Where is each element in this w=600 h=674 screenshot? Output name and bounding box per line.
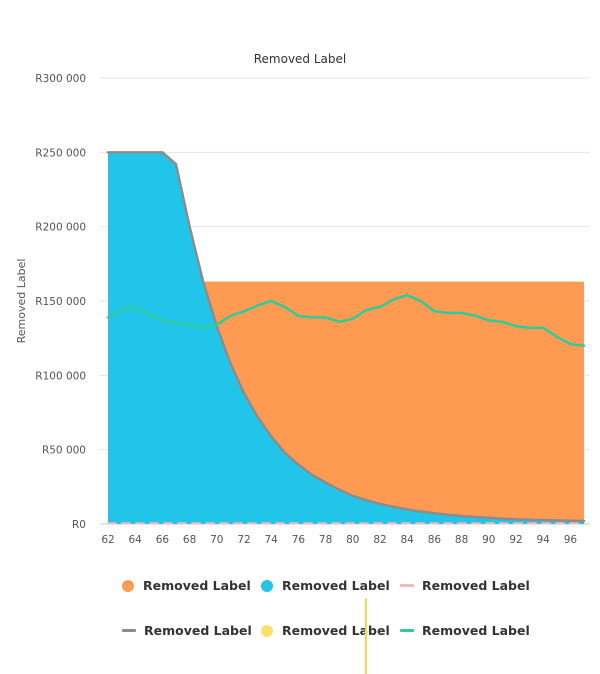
x-tick-label: 70 [210, 534, 223, 546]
legend-label: Removed Label [144, 623, 252, 638]
x-tick-label: 84 [401, 534, 415, 546]
legend-swatch [261, 624, 273, 637]
x-tick-label: 94 [537, 534, 551, 546]
y-axis-label: Removed Label [15, 259, 28, 344]
x-tick-label: 86 [428, 534, 442, 546]
y-tick-label: R300 000 [35, 73, 86, 85]
legend-swatch [400, 584, 414, 587]
x-tick-label: 78 [319, 534, 332, 546]
legend-label: Removed Label [422, 623, 530, 638]
y-tick-label: R100 000 [35, 370, 86, 382]
cursor-line [365, 598, 367, 674]
x-tick-label: 68 [183, 534, 196, 546]
y-tick-label: R150 000 [35, 296, 86, 308]
legend-swatch [122, 579, 134, 592]
legend-item[interactable]: Removed Label [261, 578, 390, 593]
x-tick-label: 64 [129, 534, 143, 546]
legend-swatch [400, 629, 414, 632]
x-tick-label: 72 [237, 534, 250, 546]
legend-item[interactable]: Removed Label [261, 623, 390, 638]
legend-label: Removed Label [282, 623, 390, 638]
legend-item[interactable]: Removed Label [122, 578, 251, 593]
x-tick-label: 96 [564, 534, 578, 546]
y-tick-label: R50 000 [42, 445, 86, 457]
x-tick-label: 80 [346, 534, 359, 546]
legend-item[interactable]: Removed Label [400, 623, 530, 638]
y-tick-label: R200 000 [35, 222, 86, 234]
line-series-4 [106, 151, 586, 523]
legend-item[interactable]: Removed Label [400, 578, 530, 593]
area-series-2 [108, 152, 584, 525]
x-tick-label: 88 [455, 534, 468, 546]
x-tick-label: 92 [509, 534, 522, 546]
y-tick-label: R250 000 [35, 147, 86, 159]
legend-label: Removed Label [422, 578, 530, 593]
series-layer [106, 151, 586, 525]
legend-swatch [122, 629, 136, 632]
x-tick-label: 62 [101, 534, 114, 546]
chart-title: Removed Label [254, 52, 347, 66]
x-tick-label: 90 [482, 534, 495, 546]
area-chart: Removed Label Removed Label R0 R50 000 R10… [15, 52, 590, 546]
axis-layer: R0 R50 000 R100 000 R150 000 R200 000 R250 00… [35, 73, 577, 546]
legend-item[interactable]: Removed Label [122, 623, 252, 638]
y-tick-label: R0 [72, 519, 86, 531]
x-tick-label: 74 [265, 534, 279, 546]
legend-label: Removed Label [282, 578, 390, 593]
x-tick-label: 76 [292, 534, 306, 546]
legend-label: Removed Label [143, 578, 251, 593]
x-tick-label: 66 [156, 534, 170, 546]
x-tick-label: 82 [373, 534, 386, 546]
line-series-6 [106, 293, 586, 347]
legend-swatch [261, 579, 273, 592]
